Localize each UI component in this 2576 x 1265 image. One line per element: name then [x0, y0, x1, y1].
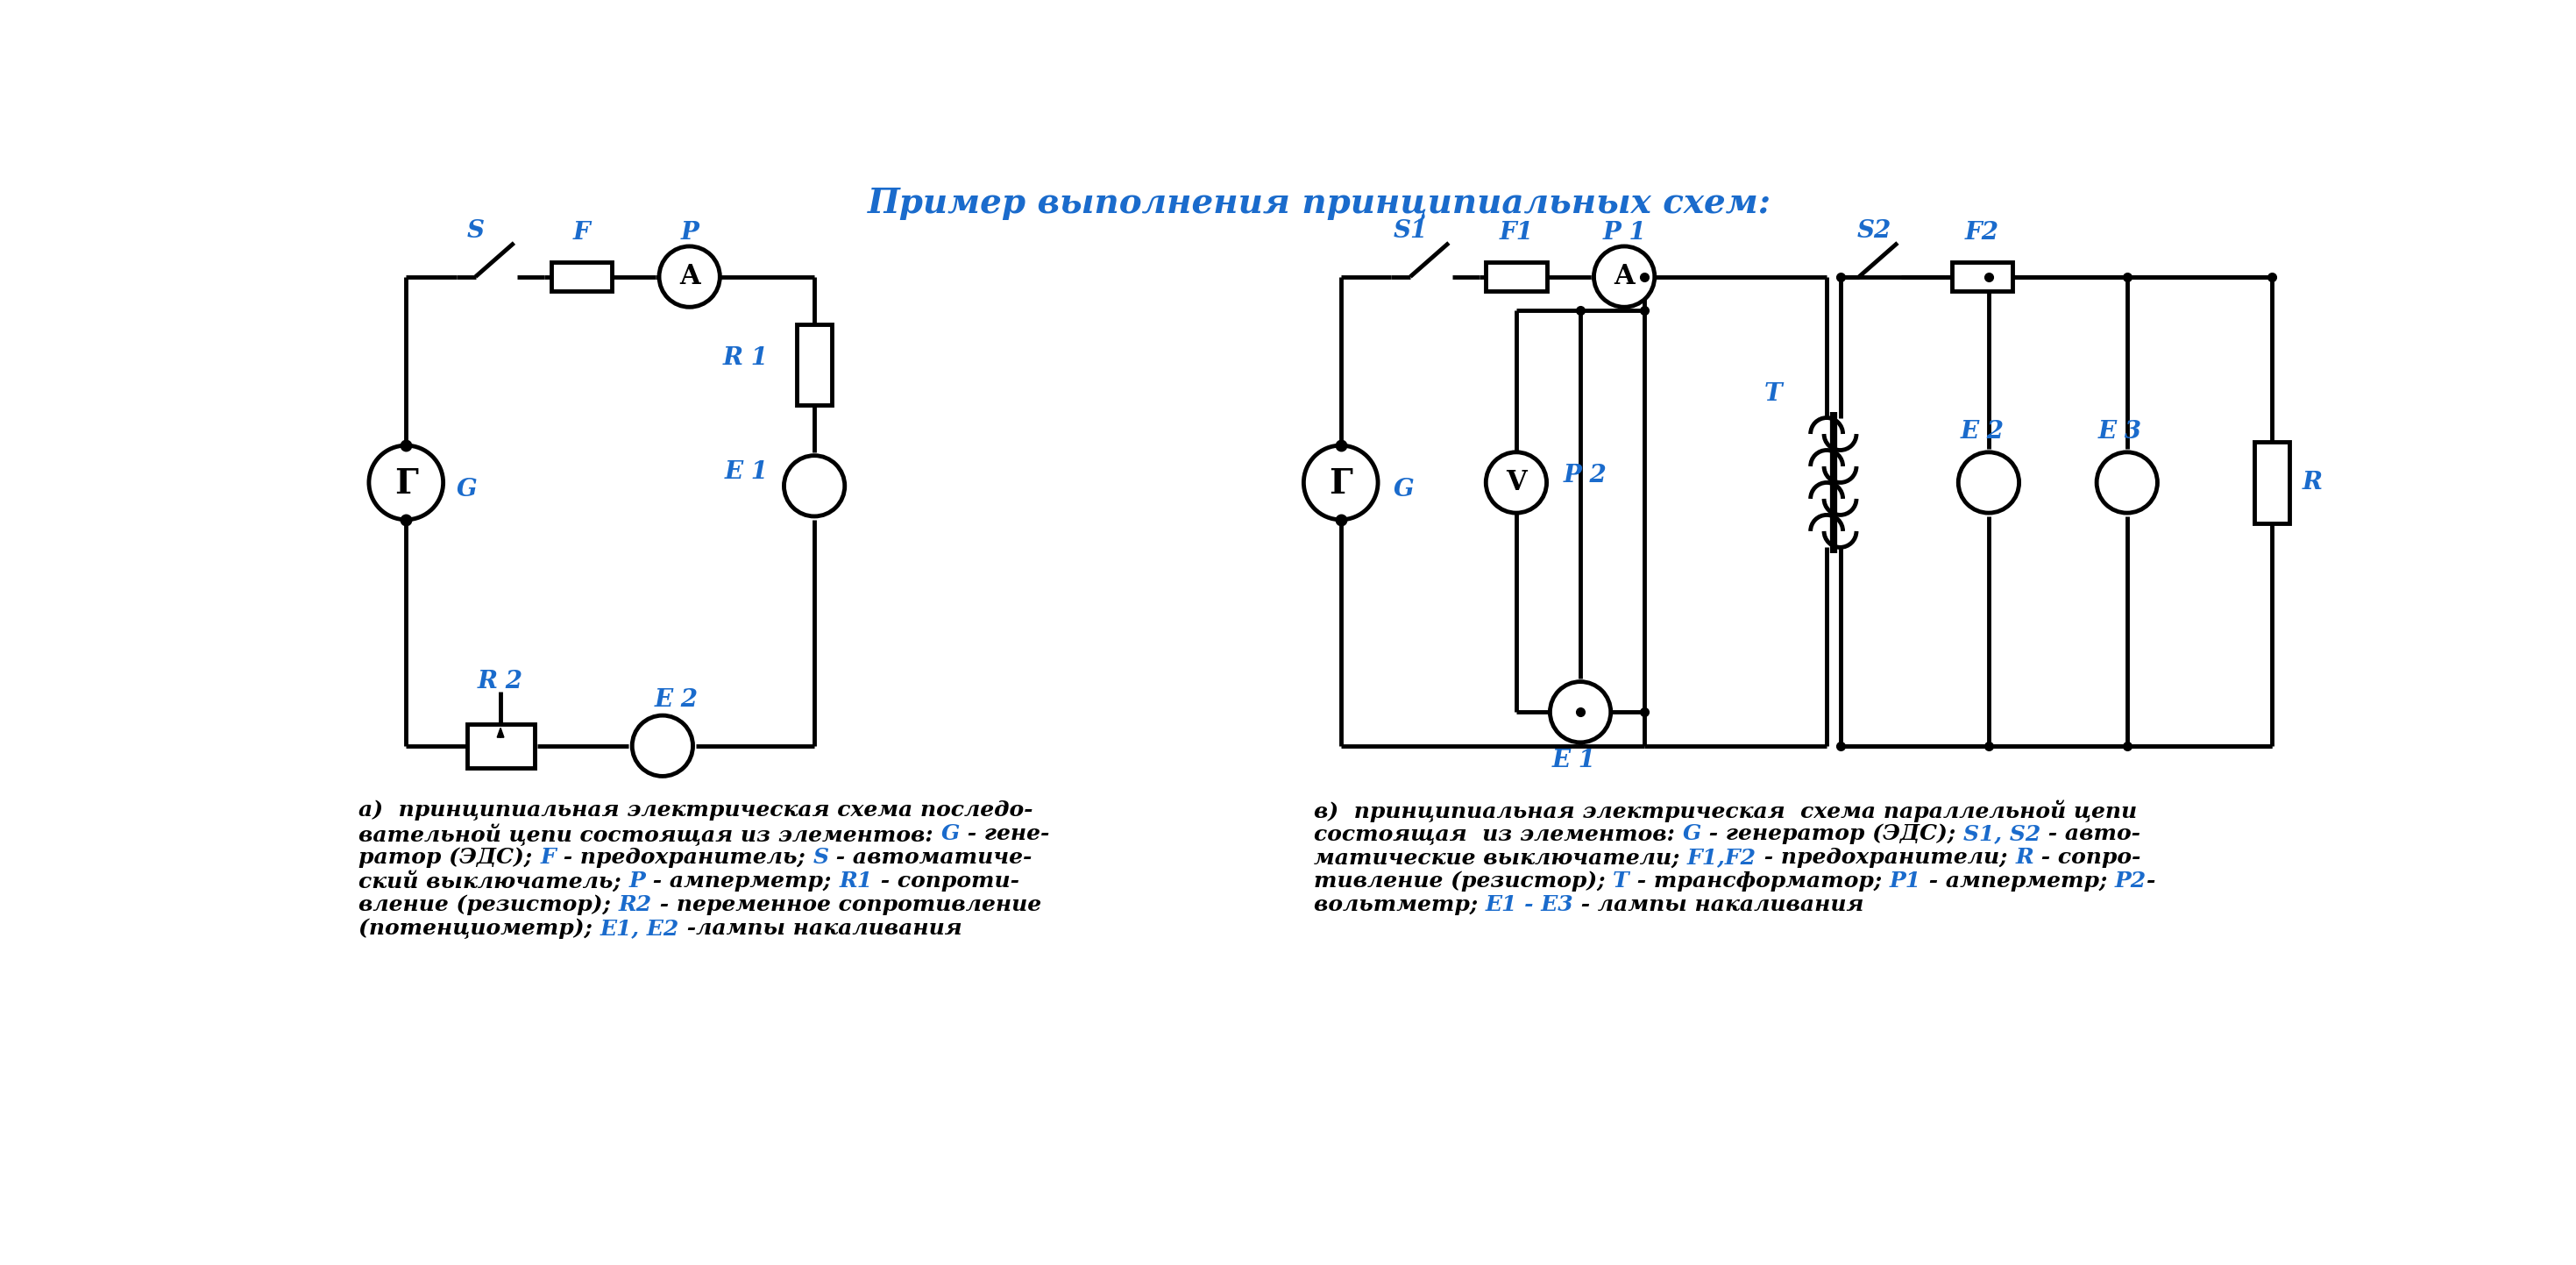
Circle shape [368, 445, 443, 520]
Text: - сопро-: - сопро- [2032, 848, 2141, 868]
Circle shape [1551, 682, 1610, 743]
Text: ский выключатель;: ский выключатель; [358, 870, 629, 893]
Text: V: V [1507, 469, 1528, 496]
Bar [1486, 263, 1546, 291]
Text: R: R [2014, 848, 2032, 868]
Text: S2: S2 [1857, 219, 1891, 243]
Text: T: T [1613, 870, 1628, 892]
FancyArrow shape [497, 727, 505, 737]
Text: - предохранители;: - предохранители; [1757, 848, 2014, 868]
Text: G: G [1682, 824, 1700, 845]
Text: F2: F2 [1965, 221, 1999, 244]
Bar [466, 724, 533, 768]
Text: F1,F2: F1,F2 [1687, 848, 1757, 868]
Circle shape [2097, 452, 2159, 512]
Text: вольтметр;: вольтметр; [1314, 894, 1486, 916]
Text: R1: R1 [840, 870, 873, 892]
Text: A: A [680, 263, 701, 290]
Text: F: F [572, 221, 590, 244]
Text: - автоматиче-: - автоматиче- [829, 848, 1033, 868]
Text: -: - [2146, 870, 2156, 892]
Text: E 3: E 3 [2099, 420, 2143, 444]
Text: S1, S2: S1, S2 [1963, 824, 2040, 845]
Text: ратор (ЭДС);: ратор (ЭДС); [358, 848, 541, 868]
Text: E 1: E 1 [1551, 749, 1595, 773]
Circle shape [631, 716, 693, 777]
Text: матические выключатели;: матические выключатели; [1314, 848, 1687, 868]
Text: R 1: R 1 [724, 345, 768, 369]
Bar [2254, 441, 2290, 522]
Text: P: P [629, 870, 647, 892]
Text: G: G [940, 824, 961, 845]
Text: E1, E2: E1, E2 [600, 918, 680, 939]
Bar [551, 263, 613, 291]
Text: тивление (резистор);: тивление (резистор); [1314, 870, 1613, 892]
Text: в)  принципиальная электрическая  схема параллельной цепи: в) принципиальная электрическая схема па… [1314, 799, 2138, 822]
Text: A: A [1615, 263, 1636, 290]
Text: - генератор (ЭДС);: - генератор (ЭДС); [1700, 824, 1963, 845]
Circle shape [659, 247, 719, 307]
Text: G: G [1394, 477, 1414, 501]
Text: E 1: E 1 [724, 460, 768, 484]
Bar [796, 324, 832, 405]
Text: вление (резистор);: вление (резистор); [358, 894, 618, 916]
Text: Г: Г [394, 467, 417, 501]
Text: P: P [680, 221, 698, 244]
Circle shape [1303, 445, 1378, 520]
Text: P 1: P 1 [1602, 221, 1646, 244]
Text: - предохранитель;: - предохранитель; [556, 848, 814, 868]
Text: F: F [541, 848, 556, 868]
Text: - авто-: - авто- [2040, 824, 2141, 845]
Text: - лампы накаливания: - лампы накаливания [1574, 894, 1865, 916]
Text: S: S [814, 848, 829, 868]
Text: T: T [1765, 382, 1783, 406]
Text: - сопроти-: - сопроти- [873, 870, 1020, 892]
Text: (потенциометр);: (потенциометр); [358, 918, 600, 939]
Text: - трансформатор;: - трансформатор; [1628, 870, 1888, 892]
Text: R: R [2303, 471, 2324, 495]
Text: E 2: E 2 [654, 688, 698, 712]
Text: S1: S1 [1394, 219, 1427, 243]
Text: - амперметр;: - амперметр; [647, 870, 840, 892]
Circle shape [1486, 452, 1546, 512]
Text: E 2: E 2 [1960, 420, 2004, 444]
Text: G: G [456, 477, 477, 501]
Text: P1: P1 [1888, 870, 1922, 892]
Text: - переменное сопротивление: - переменное сопротивление [652, 894, 1041, 916]
Text: Г: Г [1329, 467, 1352, 501]
Text: E1 - E3: E1 - E3 [1486, 894, 1574, 916]
Bar [1953, 263, 2012, 291]
Text: - амперметр;: - амперметр; [1922, 870, 2115, 892]
Text: а)  принципиальная электрическая схема последо-: а) принципиальная электрическая схема по… [358, 799, 1033, 821]
Text: -лампы накаливания: -лампы накаливания [680, 918, 963, 939]
Text: P2: P2 [2115, 870, 2146, 892]
Text: R 2: R 2 [477, 670, 523, 693]
Text: R2: R2 [618, 894, 652, 916]
Text: F1: F1 [1499, 221, 1533, 244]
Text: вательной цепи состоящая из элементов:: вательной цепи состоящая из элементов: [358, 824, 940, 846]
Text: состоящая  из элементов:: состоящая из элементов: [1314, 824, 1682, 845]
Circle shape [783, 455, 845, 516]
Text: S: S [466, 219, 484, 243]
Text: Пример выполнения принципиальных схем:: Пример выполнения принципиальных схем: [868, 187, 1772, 220]
Text: - гене-: - гене- [961, 824, 1048, 845]
Circle shape [1595, 247, 1654, 307]
Text: P 2: P 2 [1564, 464, 1607, 487]
Circle shape [1958, 452, 2020, 512]
